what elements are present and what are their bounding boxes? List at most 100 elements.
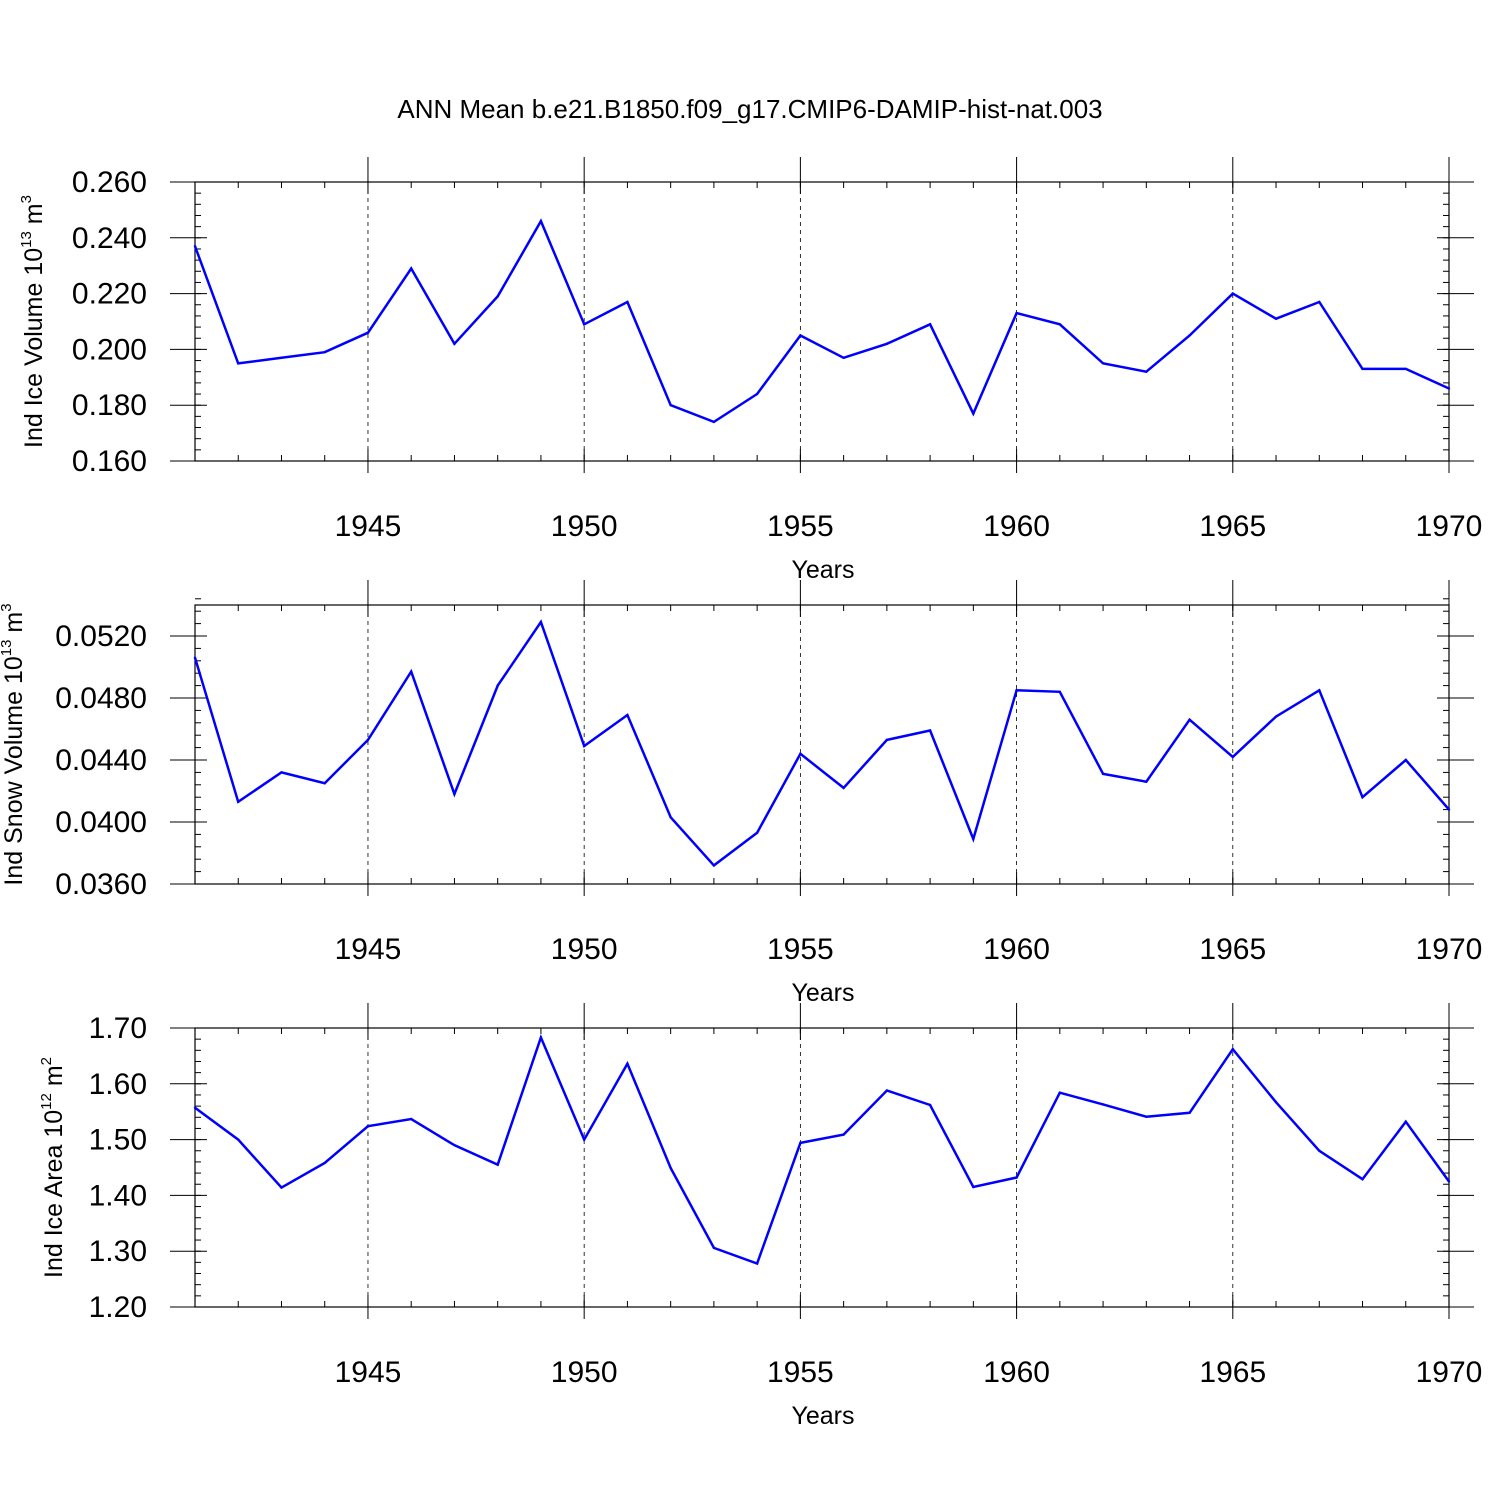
data-point: [1015, 689, 1018, 692]
x-tick-label: 1965: [1199, 933, 1266, 966]
data-point: [1231, 1048, 1234, 1051]
data-point: [1058, 690, 1062, 693]
data-point: [712, 864, 716, 867]
x-tick-label: 1955: [767, 933, 834, 966]
data-point: [1274, 317, 1278, 320]
data-point: [237, 362, 240, 365]
data-point: [1447, 1180, 1451, 1183]
data-point: [453, 792, 456, 796]
y-tick-label: 1.20: [89, 1291, 147, 1324]
data-point: [1188, 334, 1191, 337]
data-point: [496, 295, 499, 298]
data-point: [799, 334, 802, 337]
data-point: [1058, 323, 1062, 326]
y-axis-label-unit-exponent: 3: [0, 603, 15, 611]
y-tick-label: 0.0520: [55, 620, 147, 653]
data-point: [280, 1186, 283, 1189]
data-point: [885, 738, 889, 742]
y-axis-label-exponent: 12: [38, 1093, 55, 1110]
data-point: [323, 782, 326, 785]
y-axis-label-unit-exponent: 2: [38, 1057, 55, 1065]
x-tick-label: 1945: [335, 933, 402, 966]
y-axis-label-unit: m: [40, 1065, 68, 1093]
data-point: [972, 412, 975, 415]
plot-frame: [194, 181, 1450, 462]
x-tick-label: 1950: [551, 1356, 618, 1389]
y-tick-label: 0.0440: [55, 744, 147, 777]
data-point: [626, 300, 629, 304]
data-point: [410, 670, 413, 673]
data-point: [582, 323, 586, 326]
y-axis-label-exponent: 13: [0, 640, 15, 657]
x-tick-label: 1965: [1199, 510, 1266, 543]
data-point: [928, 729, 932, 732]
x-tick-label: 1955: [767, 510, 834, 543]
data-line: [193, 218, 1450, 424]
x-tick-label: 1955: [767, 1356, 834, 1389]
y-tick-label: 0.0400: [55, 806, 147, 839]
data-point: [1101, 1103, 1105, 1106]
data-point: [799, 752, 802, 755]
data-line: [194, 1033, 1451, 1266]
data-point: [712, 1246, 716, 1250]
x-tick-label: 1945: [335, 510, 402, 543]
data-point: [1318, 689, 1321, 692]
x-axis-label: Years: [791, 556, 854, 584]
y-tick-label: 0.240: [72, 222, 147, 255]
data-point: [755, 1262, 759, 1265]
x-tick-label: 1950: [551, 510, 618, 543]
y-axis-label-text: Ind Snow Volume 10: [0, 656, 28, 885]
data-point: [323, 350, 326, 354]
y-tick-label: 1.50: [89, 1124, 147, 1157]
data-point: [323, 1161, 326, 1165]
data-point: [972, 837, 975, 841]
data-point: [1015, 311, 1018, 315]
data-point: [366, 331, 370, 334]
y-tick-label: 0.180: [72, 389, 147, 422]
data-point: [1058, 1091, 1062, 1094]
x-tick-label: 1970: [1416, 510, 1483, 543]
data-point: [669, 816, 672, 819]
y-axis-label-unit: m: [0, 612, 28, 640]
data-point: [1274, 1101, 1278, 1104]
y-tick-label: 0.0360: [55, 868, 147, 901]
data-point: [626, 1062, 629, 1065]
data-point: [237, 1138, 240, 1141]
data-point: [237, 800, 240, 804]
x-tick-label: 1945: [335, 1356, 402, 1389]
data-point: [496, 1163, 499, 1166]
chart-panel-ice-area: 1945 1950 1955 1960 1965 1970 1.20 1.30 1.40 1.50…: [38, 1003, 1482, 1430]
data-point: [582, 1138, 586, 1141]
data-point: [366, 1125, 370, 1128]
data-point: [1361, 367, 1364, 371]
plot-frame: [194, 604, 1450, 885]
data-point: [1145, 1115, 1148, 1118]
data-point: [193, 1106, 197, 1109]
data-point: [453, 342, 456, 346]
data-point: [712, 420, 716, 424]
data-point: [928, 1103, 932, 1107]
data-point: [755, 392, 759, 396]
y-axis-label: Ind Snow Volume 1013 m3: [0, 603, 28, 885]
data-point: [1015, 1176, 1018, 1179]
y-tick-label: 0.200: [72, 333, 147, 366]
data-point: [1318, 300, 1321, 304]
data-point: [280, 771, 283, 774]
data-point: [1318, 1149, 1321, 1152]
y-axis-label-text: Ind Ice Area 10: [40, 1110, 68, 1278]
y-axis-label-exponent: 13: [18, 231, 35, 248]
data-point: [582, 744, 586, 748]
data-point: [1145, 370, 1148, 373]
data-line: [193, 619, 1450, 868]
x-tick-label: 1960: [983, 1356, 1050, 1389]
y-tick-label: 0.220: [72, 278, 147, 311]
data-point: [1447, 387, 1451, 390]
x-tick-label: 1960: [983, 510, 1050, 543]
data-point: [928, 323, 932, 326]
data-point: [1145, 780, 1148, 783]
data-point: [1404, 367, 1407, 371]
data-point: [1274, 715, 1278, 718]
data-point: [280, 356, 283, 359]
data-point: [1188, 718, 1191, 721]
figure-title: ANN Mean b.e21.B1850.f09_g17.CMIP6-DAMIP…: [397, 94, 1102, 124]
